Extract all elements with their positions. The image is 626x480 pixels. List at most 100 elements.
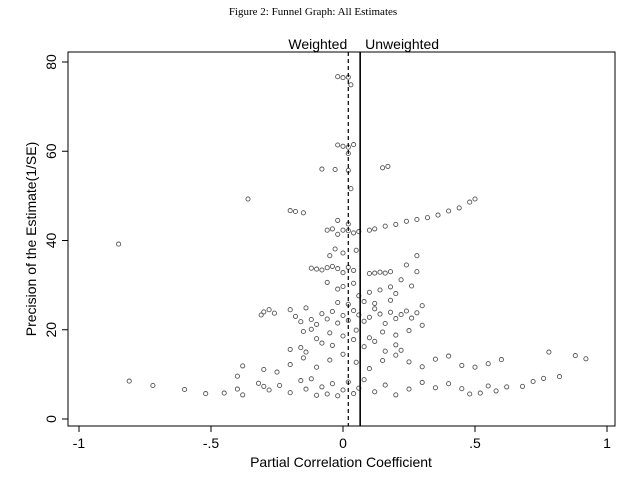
data-point [335,299,341,306]
data-point [332,246,338,252]
data-point [403,218,409,224]
data-point [414,310,420,316]
data-point [287,346,293,352]
data-point [387,269,394,275]
data-point [406,386,412,392]
data-point [485,361,491,367]
data-point [361,299,367,305]
data-point [382,320,388,327]
data-point [414,269,420,275]
data-point [456,205,462,211]
data-point [398,312,404,318]
figure-caption: Figure 2: Funnel Graph: All Estimates [228,6,398,18]
data-point [126,378,132,384]
data-point [329,226,335,232]
data-point [335,320,341,326]
data-point [493,388,499,394]
data-point [287,208,293,214]
data-point [446,381,452,387]
data-point [329,381,335,387]
data-point [351,230,357,236]
data-point [380,165,386,171]
data-point [459,386,465,392]
data-point [348,82,354,88]
points-layer [116,74,589,399]
data-point [387,309,394,315]
data-point [504,384,510,390]
data-point [319,384,325,390]
data-point [348,186,354,192]
data-point [340,283,346,290]
data-point [340,75,346,81]
data-point [377,269,383,275]
data-point [353,327,359,333]
y-tick-label: 20 [43,322,59,338]
data-point [277,382,283,389]
data-point [398,347,404,353]
data-point [335,217,341,223]
data-point [519,383,526,389]
data-point [385,163,391,169]
data-point [340,351,346,357]
data-point [446,208,452,214]
data-point [366,270,372,277]
data-point [303,386,309,392]
data-point [261,309,267,315]
data-point [382,348,388,354]
data-point [541,375,547,381]
data-point [274,369,280,375]
data-point [261,383,267,389]
data-point [324,279,330,285]
x-tick-label: 1 [603,435,611,451]
data-point [361,377,367,383]
data-point [240,392,246,398]
data-point [327,330,333,336]
data-point [327,253,333,259]
data-point [234,386,240,392]
data-point [472,364,478,370]
data-point [583,356,589,362]
data-point [398,277,404,283]
data-point [432,356,438,362]
data-point [366,227,372,233]
data-point [351,267,357,273]
data-point [393,392,399,398]
data-point [366,335,372,341]
data-point [572,353,578,359]
y-tick-label: 0 [43,415,59,423]
data-point [340,333,346,339]
data-point [419,379,425,385]
data-point [353,247,359,253]
data-point [435,212,441,218]
data-point [361,318,367,324]
data-point [424,215,431,221]
data-point [266,387,272,393]
data-point [324,265,330,271]
data-point [485,383,491,389]
data-point [340,250,346,256]
data-point [472,196,478,202]
data-point [546,349,552,355]
data-point [324,316,330,322]
data-point [409,283,415,289]
data-point [292,313,299,319]
data-point [287,362,293,368]
data-point [351,280,357,286]
data-point [287,390,293,396]
data-point [459,362,465,368]
y-tick-label: 80 [43,54,59,70]
data-point [414,216,420,223]
data-point [351,337,357,343]
x-axis-title: Partial Correlation Coefficient [250,454,432,470]
data-point [300,355,306,361]
data-point [382,270,388,276]
data-point [419,303,425,309]
data-point [329,263,335,269]
data-point [308,376,314,382]
data-point [477,390,483,396]
weighted-label: Weighted [288,36,347,52]
unweighted-label: Unweighted [365,36,439,52]
data-point [332,166,338,173]
y-axis: 0 20 40 60 80 [43,54,68,423]
data-point [467,199,473,205]
